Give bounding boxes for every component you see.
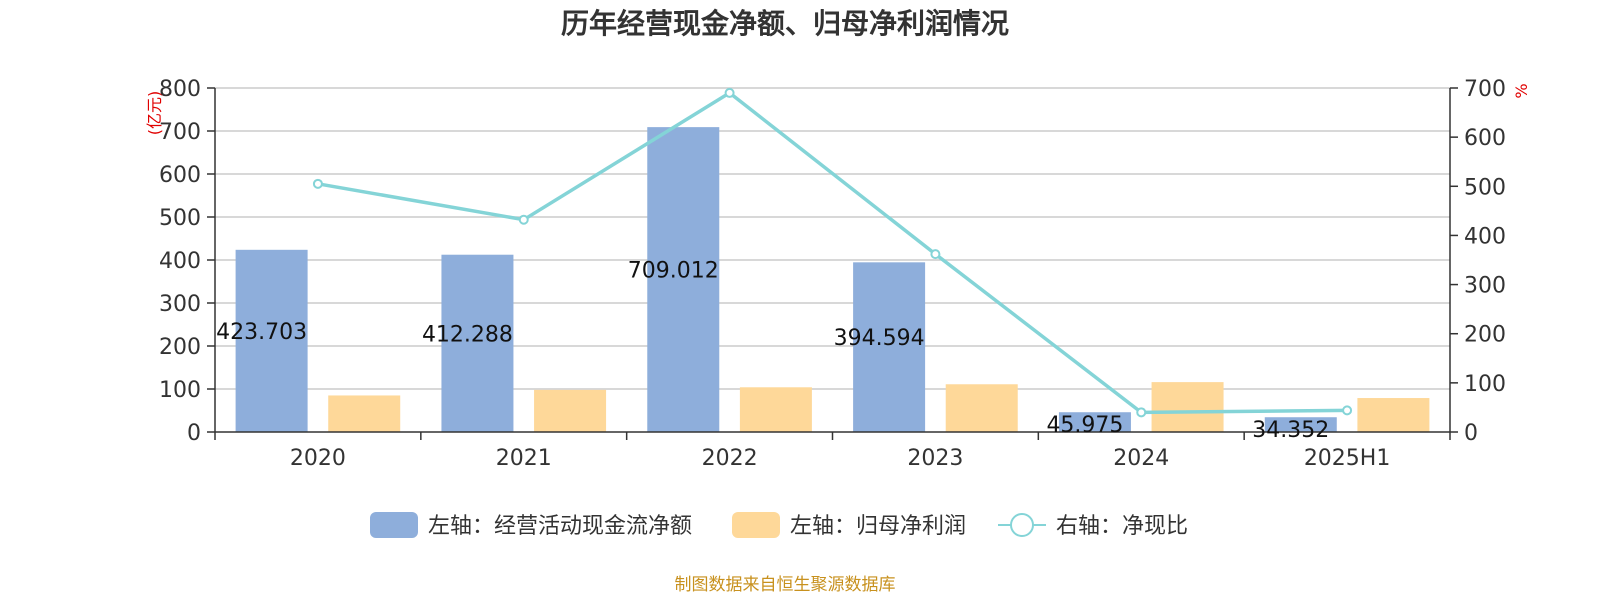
net-profit-bar [1151,382,1224,432]
net-profit-bar [328,395,401,432]
net-profit-bar [945,384,1018,432]
cash-flow-bar [647,127,720,432]
net-cash-ratio-point [312,178,323,189]
right-axis-tick-label: 200 [1464,323,1506,348]
axes: 0 100 200 300 400 500 600 700 800 0 100 200 300 400 50… [159,77,1506,471]
legend-swatch-bar [732,512,780,538]
left-axis-tick-label: 800 [159,77,201,102]
bar-data-label: 34.352 [1252,418,1329,443]
left-axis-tick-label: 500 [159,206,201,231]
x-axis-tick-label: 2025H1 [1304,446,1391,471]
net-profit-bar [739,387,812,432]
left-axis-tick-label: 700 [159,120,201,145]
legend-label: 左轴：归母净利润 [790,514,966,539]
x-axis-tick-label: 2021 [496,446,552,471]
net-profit-bar [1357,398,1430,432]
left-axis-tick-label: 400 [159,249,201,274]
gridlines [215,87,1450,390]
x-axis-tick-label: 2020 [290,446,346,471]
cash-flow-bar [1264,417,1337,432]
bar-data-label: 394.594 [834,326,925,351]
bar-data-label: 412.288 [422,322,513,347]
net-cash-ratio-line [317,90,1348,415]
chart-title: 历年经营现金净额、归母净利润情况 [561,7,1009,40]
net-cash-ratio-point [518,214,529,225]
legend-swatch-marker [1010,513,1034,537]
left-axis-tick-label: 200 [159,335,201,360]
cash-flow-bar [441,254,514,432]
cash-flow-bar [1058,412,1131,432]
left-axis-tick-label: 100 [159,378,201,403]
bar-data-label: 423.703 [216,320,307,345]
bar-series [235,127,1430,432]
data-labels: 423.703 412.288 709.012 394.594 45.975 34.352 [216,259,1329,444]
legend-label: 左轴：经营活动现金流净额 [428,514,692,539]
legend: 左轴：经营活动现金流净额 左轴：归母净利润 右轴：净现比 [370,512,1188,539]
net-cash-ratio-point [1136,407,1147,418]
net-cash-ratio-point [1342,405,1353,416]
net-cash-ratio-point [724,87,735,98]
right-axis-tick-label: 300 [1464,274,1506,299]
cash-flow-bar [235,249,308,432]
cash-flow-bar [853,262,926,432]
right-axis-unit: % [1512,83,1531,98]
bar-data-label: 709.012 [628,259,719,284]
right-axis-tick-label: 0 [1464,421,1478,446]
left-axis-tick-label: 0 [187,421,201,446]
left-axis-unit: (亿元) [145,91,164,136]
legend-swatch-bar [370,512,418,538]
net-cash-ratio-point [930,249,941,260]
x-axis-tick-label: 2022 [702,446,758,471]
x-axis-tick-label: 2023 [907,446,963,471]
left-axis-tick-label: 600 [159,163,201,188]
x-axis-tick-label: 2024 [1113,446,1169,471]
right-axis-tick-label: 700 [1464,77,1506,102]
left-axis-tick-label: 300 [159,292,201,317]
line-series [312,87,1353,418]
right-axis-tick-label: 600 [1464,126,1506,151]
net-profit-bar [534,389,607,432]
bar-data-label: 45.975 [1046,413,1123,438]
legend-label: 右轴：净现比 [1056,514,1188,539]
right-axis-tick-label: 400 [1464,224,1506,249]
right-axis-tick-label: 100 [1464,372,1506,397]
source-footer: 制图数据来自恒生聚源数据库 [675,575,896,595]
right-axis-tick-label: 500 [1464,175,1506,200]
